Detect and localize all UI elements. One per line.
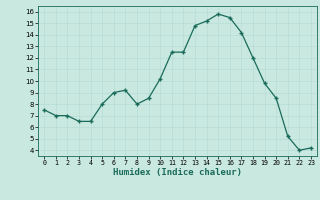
X-axis label: Humidex (Indice chaleur): Humidex (Indice chaleur) bbox=[113, 168, 242, 177]
